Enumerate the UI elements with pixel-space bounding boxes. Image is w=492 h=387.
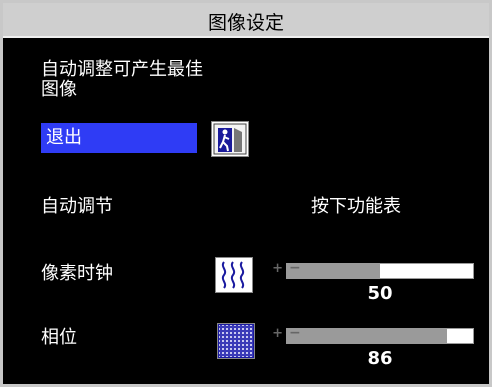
phase-pattern-icon [217,323,255,359]
clock-minus-icon[interactable]: − [289,260,301,276]
auto-adjust-label[interactable]: 自动调节 [41,196,113,217]
phase-slider-track[interactable] [286,328,474,344]
menu-title: 图像设定 [207,12,284,34]
phase-minus-icon[interactable]: − [289,325,301,341]
clock-value: 50 [367,283,393,304]
description-text: 自动调整可产生最佳 图像 [41,59,203,100]
auto-adjust-hint: 按下功能表 [311,196,401,217]
clock-slider-fill [287,264,380,278]
phase-value: 86 [367,348,393,369]
phase-slider-fill [287,329,447,343]
exit-menu-item[interactable]: 退出 [41,123,197,153]
clock-plus-icon[interactable]: + [272,261,283,276]
phase-plus-icon[interactable]: + [272,326,283,341]
title-bar: 图像设定 [3,3,489,38]
exit-label: 退出 [46,127,82,148]
exit-door-icon[interactable] [211,121,249,157]
clock-slider-track[interactable] [286,263,474,279]
clock-label[interactable]: 像素时钟 [41,263,113,284]
phase-label[interactable]: 相位 [41,327,77,348]
wave-lines-icon [215,257,253,293]
